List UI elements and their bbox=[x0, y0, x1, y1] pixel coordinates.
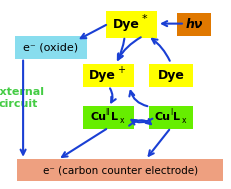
Text: *: * bbox=[142, 14, 147, 24]
FancyBboxPatch shape bbox=[106, 11, 157, 38]
FancyBboxPatch shape bbox=[149, 106, 193, 129]
Text: Dye: Dye bbox=[158, 69, 184, 82]
Text: +: + bbox=[117, 65, 125, 75]
Text: Cu: Cu bbox=[154, 112, 170, 122]
Text: L: L bbox=[111, 112, 118, 122]
Text: x: x bbox=[181, 116, 186, 125]
FancyBboxPatch shape bbox=[177, 13, 211, 36]
Text: I: I bbox=[170, 108, 172, 117]
Text: hν: hν bbox=[185, 18, 203, 31]
Text: L: L bbox=[173, 112, 179, 122]
Text: x: x bbox=[120, 116, 125, 125]
Text: Dye: Dye bbox=[112, 18, 139, 31]
FancyBboxPatch shape bbox=[83, 106, 134, 129]
Text: Cu: Cu bbox=[90, 112, 106, 122]
Text: Dye: Dye bbox=[89, 69, 116, 82]
Text: e⁻ (carbon counter electrode): e⁻ (carbon counter electrode) bbox=[43, 165, 198, 175]
Text: II: II bbox=[105, 108, 110, 117]
FancyBboxPatch shape bbox=[83, 64, 134, 87]
Text: external
circuit: external circuit bbox=[0, 88, 45, 109]
FancyBboxPatch shape bbox=[17, 159, 223, 181]
Text: e⁻ (oxide): e⁻ (oxide) bbox=[23, 42, 78, 52]
FancyBboxPatch shape bbox=[15, 36, 87, 59]
FancyBboxPatch shape bbox=[149, 64, 193, 87]
